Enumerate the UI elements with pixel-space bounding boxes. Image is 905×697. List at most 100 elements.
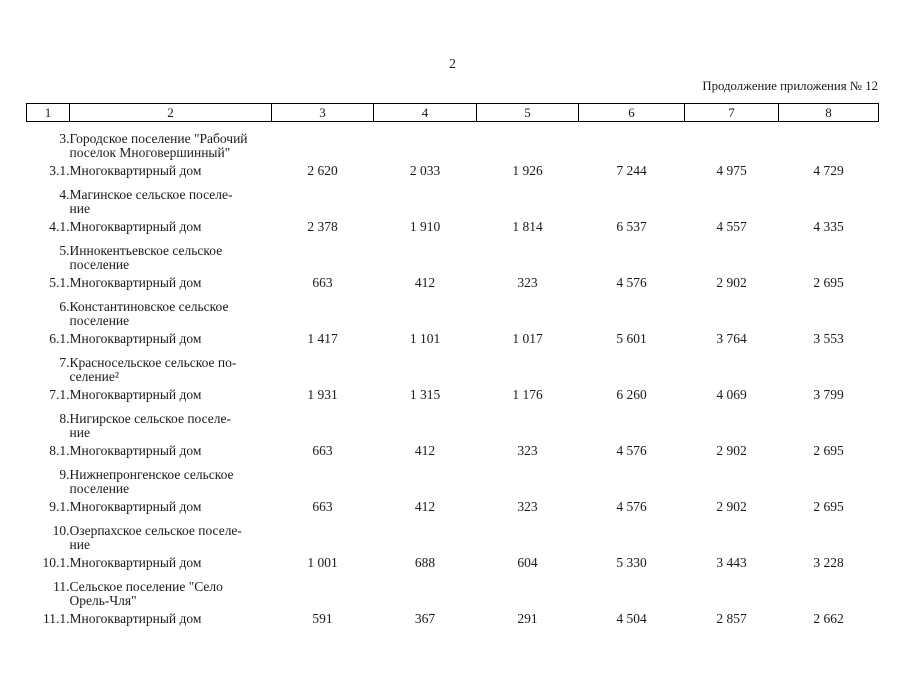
value-cell: 604: [517, 555, 538, 570]
table-row: 6. Константиновское сельское поселение: [27, 290, 879, 328]
value-cell: [374, 178, 477, 216]
row-number: 4.1.: [49, 219, 70, 234]
row-name: Многоквартирный дом: [69, 443, 202, 458]
value-cell: [579, 402, 685, 440]
row-number: 5.: [59, 243, 70, 258]
value-cell: [272, 346, 374, 384]
row-number: 11.1.: [43, 611, 70, 626]
row-number: 4.: [59, 187, 70, 202]
value-cell: 4 975: [716, 163, 747, 178]
row-number: 11.: [53, 579, 70, 594]
value-cell: [579, 122, 685, 161]
value-cell: [477, 458, 579, 496]
value-cell: 323: [517, 275, 538, 290]
value-cell: 412: [414, 499, 436, 514]
value-cell: 323: [517, 443, 538, 458]
table-header: 1 2 3 4 5 6 7 8: [26, 103, 879, 122]
value-cell: [272, 290, 374, 328]
value-cell: 4 335: [813, 219, 844, 234]
value-cell: [779, 570, 879, 608]
value-cell: 2 695: [813, 275, 844, 290]
value-cell: [477, 290, 579, 328]
value-cell: [685, 514, 779, 552]
table-row: 5.1. Многоквартирный дом 663 412 323 4 576 2…: [27, 272, 879, 290]
value-cell: 3 764: [716, 331, 747, 346]
table-header-row: 1 2 3 4 5 6 7 8: [26, 103, 879, 122]
value-cell: [477, 122, 579, 161]
value-cell: [374, 346, 477, 384]
value-cell: 1 101: [409, 331, 441, 346]
value-cell: [272, 570, 374, 608]
row-name: Сельское поселение "Село Орель-Чля": [69, 579, 223, 608]
row-name: Многоквартирный дом: [69, 163, 202, 178]
value-cell: [685, 570, 779, 608]
row-name: Многоквартирный дом: [69, 611, 202, 626]
value-cell: 291: [517, 611, 538, 626]
table-row: 9. Нижнепронгенское сельское поселение: [27, 458, 879, 496]
table-row: 7.1. Многоквартирный дом 1 931 1 315 1 176…: [27, 384, 879, 402]
row-name: Озерпахское сельское поселе- ние: [69, 523, 242, 552]
value-cell: [374, 570, 477, 608]
table-row: 3.1. Многоквартирный дом 2 620 2 033 1 926…: [27, 160, 879, 178]
row-name: Многоквартирный дом: [69, 275, 202, 290]
value-cell: 5 601: [616, 331, 647, 346]
value-cell: 2 902: [716, 499, 747, 514]
value-cell: [779, 514, 879, 552]
value-cell: [579, 458, 685, 496]
table-row: 8.1. Многоквартирный дом 663 412 323 4 576 2…: [27, 440, 879, 458]
value-cell: 1 417: [307, 331, 338, 346]
value-cell: 4 729: [813, 163, 844, 178]
row-name: Нижнепронгенское сельское поселение: [69, 467, 234, 496]
column-header-6: 6: [578, 103, 685, 122]
row-name: Магинское сельское поселе- ние: [69, 187, 233, 216]
table-row: 11. Сельское поселение "Село Орель-Чля": [27, 570, 879, 608]
value-cell: 1 315: [409, 387, 441, 402]
row-number: 7.: [59, 355, 70, 370]
page-number: 2: [449, 56, 456, 71]
document-page: 2 Продолжение приложения № 12 1 2 3 4: [0, 57, 905, 626]
value-cell: [579, 178, 685, 216]
value-cell: [779, 122, 879, 161]
column-header-3: 3: [271, 103, 374, 122]
continuation-note: Продолжение приложения № 12: [702, 79, 878, 93]
value-cell: 4 576: [616, 443, 647, 458]
row-number: 5.1.: [49, 275, 70, 290]
value-cell: [779, 402, 879, 440]
value-cell: [477, 402, 579, 440]
value-cell: 3 228: [813, 555, 844, 570]
value-cell: [374, 514, 477, 552]
value-cell: 367: [414, 611, 436, 626]
value-cell: [579, 290, 685, 328]
value-cell: 1 910: [409, 219, 441, 234]
value-cell: 2 620: [307, 163, 338, 178]
value-cell: 3 443: [716, 555, 747, 570]
value-cell: 591: [312, 611, 333, 626]
row-name: Многоквартирный дом: [69, 219, 202, 234]
appendix-table: 1 2 3 4 5 6 7 8 3. Городское поселение "…: [26, 103, 879, 626]
value-cell: [374, 458, 477, 496]
row-number: 8.1.: [49, 443, 70, 458]
table-body: 3. Городское поселение "Рабочий поселок …: [27, 122, 879, 627]
value-cell: 1 017: [512, 331, 543, 346]
table-row: 4. Магинское сельское поселе- ние: [27, 178, 879, 216]
value-cell: 688: [414, 555, 436, 570]
column-header-2: 2: [69, 103, 272, 122]
row-name: Многоквартирный дом: [69, 387, 202, 402]
row-number: 6.1.: [49, 331, 70, 346]
value-cell: [685, 290, 779, 328]
value-cell: [272, 122, 374, 161]
value-cell: 2 902: [716, 443, 747, 458]
value-cell: [685, 402, 779, 440]
table-row: 3. Городское поселение "Рабочий поселок …: [27, 122, 879, 161]
value-cell: 2 902: [716, 275, 747, 290]
value-cell: [272, 514, 374, 552]
value-cell: 663: [312, 275, 333, 290]
table-row: 7. Красносельское сельское по- селение²: [27, 346, 879, 384]
value-cell: [374, 234, 477, 272]
value-cell: [685, 234, 779, 272]
value-cell: 4 576: [616, 275, 647, 290]
page-content: Продолжение приложения № 12 1 2 3 4 5: [26, 79, 879, 626]
value-cell: [779, 290, 879, 328]
table-row: 10.1. Многоквартирный дом 1 001 688 604 5 3…: [27, 552, 879, 570]
value-cell: 2 857: [716, 611, 747, 626]
